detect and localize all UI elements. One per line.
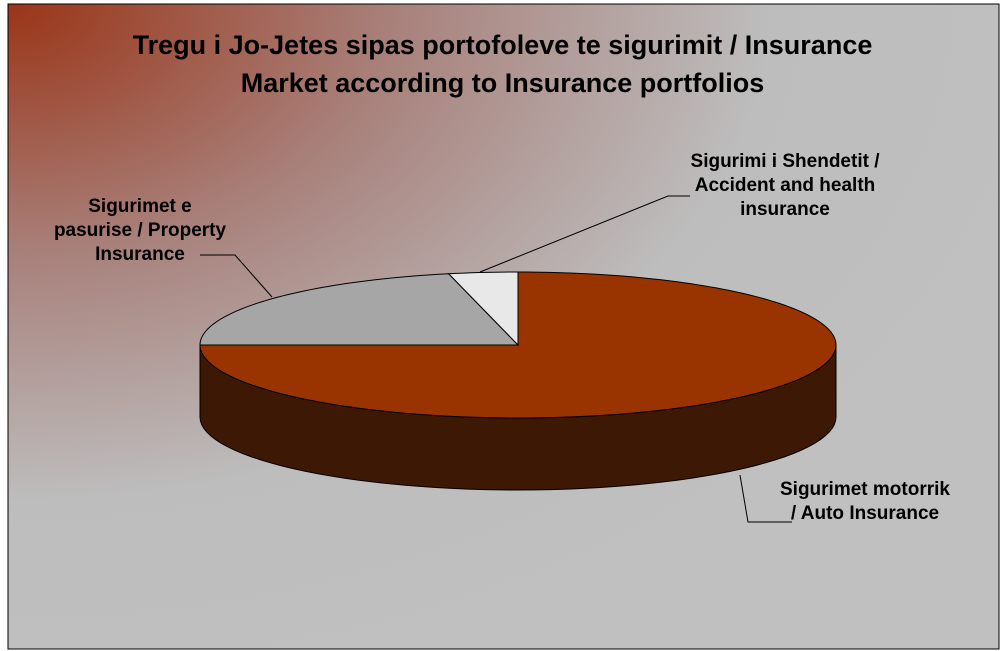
pie-slice xyxy=(447,271,519,347)
pie-slice xyxy=(199,273,520,346)
leader-line xyxy=(739,474,792,523)
chart-title: Tregu i Jo-Jetes sipas portofoleve te si… xyxy=(132,30,873,98)
leader-line xyxy=(479,195,690,273)
slice-label: Sigurimet motorrik / Auto Insurance xyxy=(780,479,950,524)
pie xyxy=(199,271,837,491)
leader-line xyxy=(200,254,273,298)
slice-label: Sigurimet e pasurise / Property Insuranc… xyxy=(53,196,227,265)
slice-label: Sigurimi i Shendetit / Accident and heal… xyxy=(690,151,880,220)
